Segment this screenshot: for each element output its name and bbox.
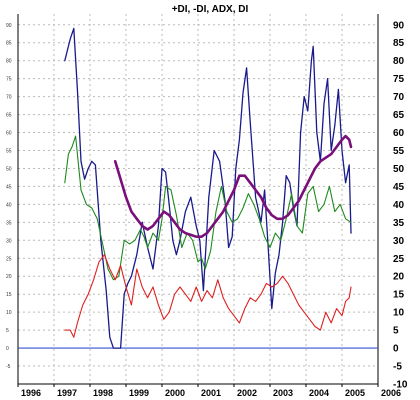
y-tick-label-right: 55	[393, 146, 405, 157]
y-tick-label-left: 20	[6, 274, 12, 280]
y-tick-label-right: 90	[393, 20, 405, 31]
x-tick-label: 2003	[273, 388, 293, 398]
y-tick-label-right: 0	[393, 344, 399, 355]
y-tick-label-left: 10	[6, 310, 12, 316]
y-tick-label-left: 90	[6, 23, 12, 29]
x-tick-label: 2004	[309, 388, 329, 398]
y-tick-label-left: 30	[6, 238, 12, 244]
x-tick-label: 1996	[21, 388, 41, 398]
x-tick-label: 2006	[381, 388, 401, 398]
y-tick-label-left: 35	[6, 220, 12, 226]
y-tick-label-right: 30	[393, 236, 405, 247]
y-tick-label-right: -5	[393, 362, 402, 373]
y-tick-label-left: 5	[6, 328, 9, 334]
y-tick-label-left: 0	[6, 346, 9, 352]
y-tick-label-left: 25	[6, 256, 12, 262]
y-tick-label-left: 80	[6, 59, 12, 65]
series-line-navy	[64, 27, 352, 349]
y-tick-label-right: 35	[393, 218, 405, 229]
series-line-red	[64, 254, 352, 338]
y-tick-label-right: 85	[393, 38, 405, 49]
chart-title: +DI, -DI, ADX, DI	[172, 4, 249, 15]
y-tick-label-right: 65	[393, 110, 405, 121]
y-tick-label-right: 60	[393, 128, 405, 139]
y-tick-label-left: 55	[6, 149, 12, 155]
y-tick-label-right: 75	[393, 74, 405, 85]
x-tick-label: 1999	[129, 388, 149, 398]
x-tick-label: 1997	[57, 388, 77, 398]
y-tick-label-left: 85	[6, 41, 12, 47]
right-tick-labels: -10 -5 0 5 10 15 20 25 30 35 40 45 50 55 60 65 70 75 80 85 9…	[393, 20, 408, 390]
y-tick-label-right: -10	[393, 380, 408, 391]
y-tick-label-right: 25	[393, 254, 405, 265]
y-tick-label-right: 15	[393, 290, 405, 301]
x-tick-label: 2001	[201, 388, 221, 398]
y-tick-label-left: 50	[6, 166, 12, 172]
y-tick-label-left: 45	[6, 184, 12, 190]
y-tick-label-right: 20	[393, 272, 405, 283]
x-tick-label: 1998	[93, 388, 113, 398]
x-tick-label: 2000	[165, 388, 185, 398]
y-tick-label-left: 15	[6, 292, 12, 298]
y-tick-label-right: 5	[393, 326, 399, 337]
y-tick-label-left: -5	[6, 364, 11, 370]
y-tick-label-right: 45	[393, 182, 405, 193]
series-line-purple	[113, 134, 353, 238]
y-tick-label-left: 75	[6, 77, 12, 83]
x-tick-labels: 1996 1997 1998 1999 2000 2001 2002 2003 2004 2005…	[21, 388, 401, 398]
y-tick-label-right: 70	[393, 92, 405, 103]
y-tick-label-right: 10	[393, 308, 405, 319]
x-tick-label: 2002	[237, 388, 257, 398]
y-tick-label-right: 50	[393, 164, 405, 175]
left-tick-labels: -5 0 5 10 15 20 25 30 35 40 45 50 55 60 65 70 75 80 85 90	[6, 23, 12, 370]
series-lines	[18, 27, 378, 349]
y-tick-label-left: 40	[6, 202, 12, 208]
y-tick-label-left: 70	[6, 95, 12, 101]
x-tick-label: 2005	[345, 388, 365, 398]
series-line-green	[64, 135, 352, 281]
y-tick-label-right: 40	[393, 200, 405, 211]
y-tick-label-left: 60	[6, 131, 12, 137]
y-tick-label-left: 65	[6, 113, 12, 119]
y-tick-label-right: 80	[393, 56, 405, 67]
axes	[17, 14, 379, 387]
grid-lines	[18, 14, 378, 385]
